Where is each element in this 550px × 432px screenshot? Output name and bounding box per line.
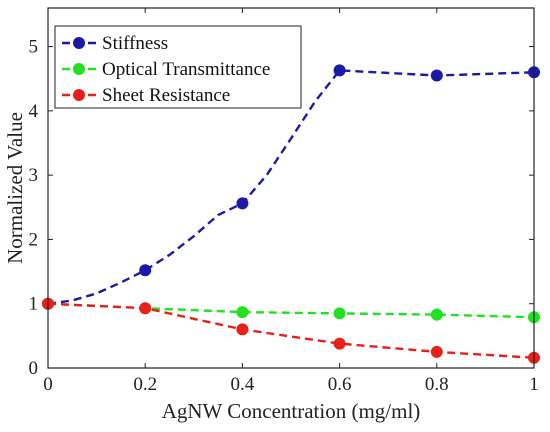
legend-label-stiffness: Stiffness (102, 33, 168, 54)
legend-marker-optical-transmittance (73, 63, 85, 75)
series-sheet-resistance (42, 297, 540, 364)
x-tick-label: 0 (43, 374, 53, 395)
data-point-sheet-resistance (333, 337, 346, 350)
y-axis-title: Normalized Value (3, 112, 27, 264)
legend: Stiffness Optical Transmittance Sheet Resi… (54, 25, 302, 109)
x-tick-label: 1 (529, 374, 539, 395)
x-tick-label: 0.4 (231, 374, 255, 395)
series-layer (42, 64, 540, 364)
y-tick-label: 0 (29, 358, 39, 379)
legend-marker-sheet-resistance (73, 89, 85, 101)
data-point-sheet-resistance (236, 323, 249, 336)
x-tick-label: 0.2 (133, 374, 157, 395)
x-tick-label: 0.6 (328, 374, 352, 395)
data-point-stiffness (236, 197, 249, 210)
plot-frame (47, 7, 535, 369)
legend-label-optical-transmittance: Optical Transmittance (102, 59, 270, 80)
legend-marker-stiffness (73, 37, 85, 49)
y-tick-label: 3 (29, 165, 39, 186)
y-tick-label: 1 (29, 294, 39, 315)
data-point-optical-transmittance (430, 308, 443, 321)
x-tick-label: 0.8 (425, 374, 449, 395)
data-point-stiffness (430, 69, 443, 82)
series-line-stiffness (47, 69, 535, 305)
y-tick-label: 4 (29, 101, 39, 122)
data-point-optical-transmittance (333, 307, 346, 320)
data-point-sheet-resistance (139, 302, 152, 315)
legend-label-sheet-resistance: Sheet Resistance (102, 85, 230, 106)
data-point-sheet-resistance (430, 345, 443, 358)
series-line-sheet-resistance (47, 302, 535, 359)
data-point-stiffness (139, 264, 152, 277)
data-point-stiffness (333, 64, 346, 77)
x-axis-title: AgNW Concentration (mg/ml) (162, 399, 421, 423)
y-tick-label: 2 (29, 229, 39, 250)
data-point-optical-transmittance (236, 306, 249, 319)
y-tick-label: 5 (29, 37, 39, 58)
